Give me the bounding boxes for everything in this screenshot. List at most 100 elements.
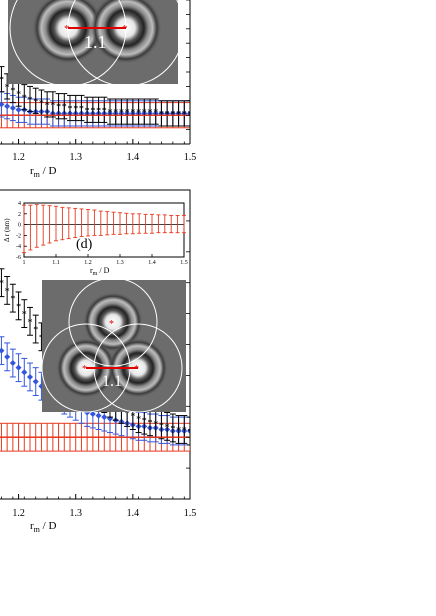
svg-text:*: *	[68, 104, 73, 115]
inset-x-tick-label: 1.3	[116, 260, 124, 266]
svg-text:*: *	[56, 102, 61, 113]
svg-text:*: *	[165, 422, 170, 433]
svg-text:*: *	[16, 302, 21, 313]
svg-text:*: *	[148, 108, 153, 119]
inset-plot-area	[22, 204, 186, 254]
svg-text:*: *	[28, 317, 33, 328]
data-point-black-star: *	[158, 100, 165, 127]
x-tick-label: 1.3	[69, 152, 82, 163]
bottom-inset-label: 1.1	[102, 373, 122, 390]
inset-error-bar	[137, 213, 142, 234]
data-point-blue-diamond	[32, 367, 39, 396]
inset-error-bar	[150, 213, 154, 234]
data-point-black-star: *	[72, 94, 79, 122]
svg-text:*: *	[73, 104, 78, 115]
data-point-blue-diamond	[21, 357, 28, 387]
x-tick-label: 1.5	[184, 152, 197, 163]
data-point-black-star: *	[15, 291, 22, 321]
svg-text:*: *	[33, 97, 38, 108]
top-inset-marker-right: *	[122, 23, 128, 35]
svg-text:*: *	[62, 102, 67, 113]
data-point-black-star: *	[147, 98, 153, 125]
inset-x-tick-label: 1.4	[148, 260, 156, 266]
svg-text:*: *	[125, 408, 130, 419]
data-point-black-star: *	[129, 98, 136, 125]
inset-x-label: rm / D	[90, 266, 110, 277]
inset-error-bar	[41, 204, 46, 246]
data-point-black-star: *	[4, 276, 11, 305]
data-point-black-star: *	[107, 98, 113, 125]
top-inset-label: 1.1	[84, 32, 107, 52]
svg-text:*: *	[10, 86, 15, 97]
inset-plot-frame	[23, 202, 185, 258]
inset-error-bar	[47, 205, 52, 244]
svg-text:*: *	[45, 100, 50, 111]
bottom-inset-marker-right: *	[134, 364, 139, 375]
inset-error-bar	[130, 213, 135, 235]
data-point-black-star: *	[0, 268, 5, 298]
x-tick-label: 1.5	[184, 508, 197, 519]
svg-text:*: *	[176, 425, 181, 436]
inset-error-bar	[22, 204, 26, 254]
inset-x-tick-label: 1.5	[180, 260, 188, 266]
svg-text:*: *	[188, 427, 193, 438]
inset-y-tick-label: -6	[16, 255, 21, 261]
inset-error-bar	[182, 214, 186, 234]
data-point-black-star: *	[181, 100, 188, 127]
inset-error-bar	[118, 212, 122, 235]
inset-y-tick-label: -2	[16, 233, 21, 239]
data-point-black-star: *	[27, 306, 33, 336]
svg-text:*: *	[22, 93, 27, 104]
svg-text:*: *	[130, 412, 135, 423]
svg-text:*: *	[50, 100, 55, 111]
svg-text:*: *	[10, 294, 15, 305]
data-point-black-star: *	[0, 66, 5, 93]
svg-text:*: *	[153, 419, 158, 430]
inset-error-bar	[34, 204, 39, 248]
inset-error-bar	[143, 213, 148, 234]
svg-text:*: *	[153, 108, 158, 119]
data-point-blue-diamond	[0, 91, 5, 118]
top-plot-area: ************************************	[0, 66, 190, 129]
inset-error-bar	[79, 208, 84, 237]
svg-text:*: *	[159, 421, 164, 432]
svg-text:*: *	[5, 82, 10, 93]
svg-text:*: *	[125, 108, 130, 119]
inset-panel-label: (d)	[76, 237, 93, 252]
data-point-black-star: *	[169, 100, 176, 127]
bottom-inset-plot: 1 1.1 1.2 1.3 1.4 1.5 -6 -4 -2 0 2 4 Δ r (nm) (d) r…	[3, 201, 188, 277]
data-point-black-star: *	[181, 415, 188, 444]
svg-text:*: *	[28, 95, 33, 106]
data-point-black-star: *	[67, 94, 73, 122]
x-tick-label: 1.2	[12, 508, 25, 519]
data-point-black-star: *	[187, 416, 193, 446]
svg-text:*: *	[130, 108, 135, 119]
svg-text:*: *	[136, 108, 141, 119]
inset-error-bar	[105, 211, 110, 236]
data-point-black-star: *	[78, 94, 85, 122]
inset-error-bar	[60, 206, 65, 241]
inset-error-bar	[86, 209, 90, 237]
data-point-black-star: *	[21, 299, 28, 329]
data-point-black-star: *	[135, 98, 142, 125]
data-point-black-star: *	[49, 91, 56, 118]
svg-text:*: *	[170, 424, 175, 435]
svg-text:*: *	[108, 108, 113, 119]
inset-x-tick-label: 1.1	[52, 260, 60, 266]
data-point-black-star: *	[21, 84, 28, 111]
inset-error-bar	[156, 214, 161, 234]
inset-y-tick-label: 4	[18, 201, 21, 207]
svg-text:*: *	[148, 418, 153, 429]
data-point-blue-diamond	[27, 362, 33, 392]
bottom-inset-image: * * * 1.1	[41, 277, 186, 413]
inset-error-bar	[98, 210, 103, 236]
svg-text:*: *	[5, 286, 10, 297]
x-tick-label: 1.3	[69, 508, 82, 519]
data-point-black-star: *	[118, 98, 125, 125]
top-tick-group: 1.2 1.3 1.4 1.5	[1, 0, 197, 163]
top-x-axis-label: rm / D	[30, 165, 56, 179]
x-tick-label: 1.2	[12, 152, 25, 163]
svg-text:*: *	[79, 104, 84, 115]
top-inset-image: * * 1.1	[8, 0, 185, 87]
